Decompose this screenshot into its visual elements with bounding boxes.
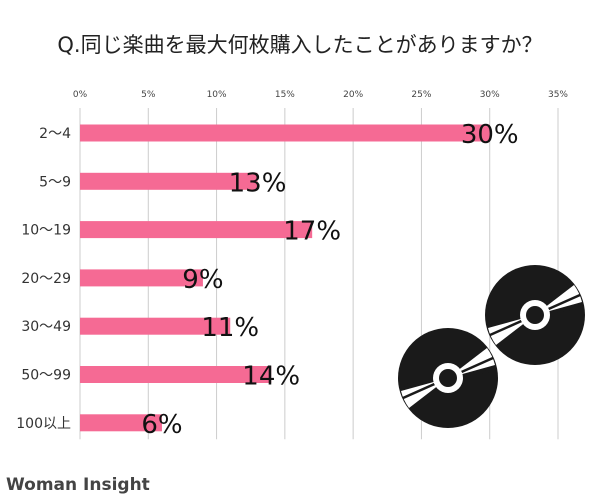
bar bbox=[80, 221, 313, 239]
data-labels: 30% 13% 17% 9% 11% 14% 6% bbox=[141, 120, 518, 440]
bar bbox=[80, 124, 490, 142]
cd-disc-icon bbox=[485, 265, 585, 365]
category-label: 5〜9 bbox=[39, 174, 71, 190]
bar bbox=[80, 172, 258, 190]
x-tick-label: 15% bbox=[275, 90, 295, 100]
category-label: 100以上 bbox=[16, 416, 71, 432]
bar bbox=[80, 366, 272, 383]
brand-logo-text: Woman Insight bbox=[6, 475, 150, 495]
category-label: 50〜99 bbox=[21, 368, 71, 384]
category-labels: 2〜4 5〜9 10〜19 20〜29 30〜49 50〜99 100以上 bbox=[16, 126, 71, 432]
data-label: 11% bbox=[201, 313, 259, 343]
category-label: 30〜49 bbox=[21, 319, 71, 335]
data-label: 17% bbox=[283, 217, 341, 247]
category-label: 2〜4 bbox=[39, 126, 71, 142]
x-tick-label: 35% bbox=[548, 90, 568, 100]
x-tick-label: 10% bbox=[207, 90, 227, 100]
brand-logo: Woman Insight bbox=[6, 475, 150, 495]
data-label: 14% bbox=[242, 362, 300, 392]
data-label: 9% bbox=[182, 265, 223, 295]
bars bbox=[80, 124, 490, 432]
data-label: 30% bbox=[461, 120, 519, 150]
x-tick-label: 30% bbox=[480, 90, 500, 100]
category-label: 20〜29 bbox=[21, 271, 71, 287]
data-label: 13% bbox=[229, 168, 287, 198]
data-label: 6% bbox=[141, 410, 182, 440]
category-label: 10〜19 bbox=[21, 223, 71, 239]
x-tick-label: 20% bbox=[343, 90, 363, 100]
bar bbox=[80, 269, 203, 287]
x-tick-label: 25% bbox=[411, 90, 431, 100]
cd-disc-icon bbox=[398, 328, 498, 428]
bar bbox=[80, 317, 231, 335]
x-tick-label: 5% bbox=[141, 90, 156, 100]
bar bbox=[80, 414, 162, 432]
gridlines bbox=[79, 108, 559, 440]
x-tick-label: 0% bbox=[73, 90, 88, 100]
x-axis-ticks: 0% 5% 10% 15% 20% 25% 30% 35% bbox=[73, 90, 569, 100]
chart-title: Q.同じ楽曲を最大何枚購入したことがありますか？ bbox=[57, 33, 542, 57]
